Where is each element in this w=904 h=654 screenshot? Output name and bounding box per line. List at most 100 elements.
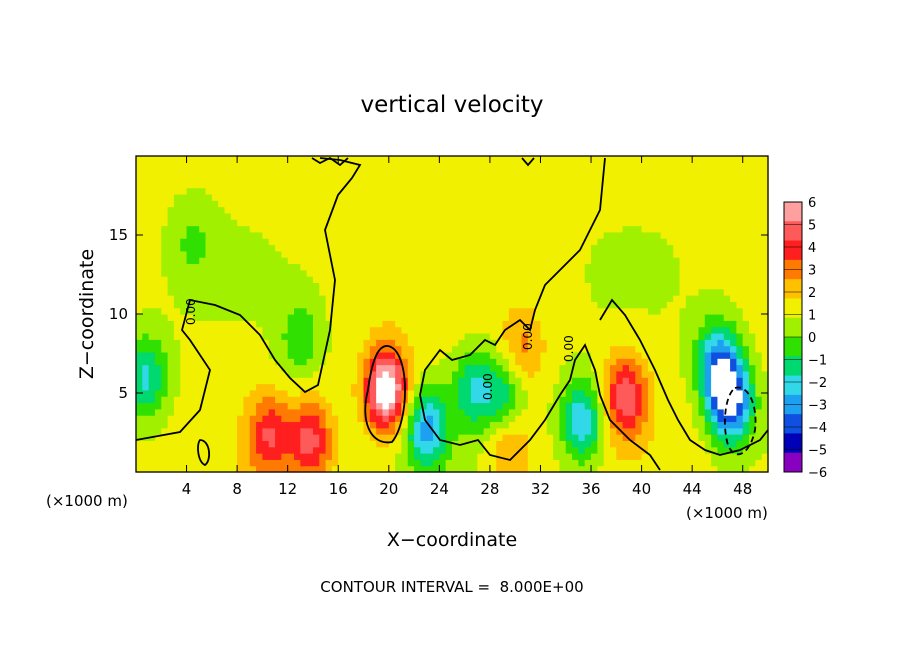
heat-cell <box>673 193 681 201</box>
heat-cell <box>363 225 371 233</box>
heat-cell <box>489 408 497 416</box>
heat-cell <box>540 301 548 309</box>
heat-cell <box>717 174 725 182</box>
heat-cell <box>628 421 636 429</box>
heat-cell <box>572 295 579 302</box>
heat-cell <box>287 345 295 353</box>
heat-cell <box>306 257 314 265</box>
heat-cell <box>616 370 624 378</box>
heat-cell <box>382 446 390 454</box>
heat-cell <box>464 421 472 429</box>
heat-cell <box>369 421 377 429</box>
heat-cell <box>357 231 365 239</box>
heat-cell <box>559 421 567 429</box>
heat-cell <box>679 206 687 214</box>
heat-cell <box>401 421 409 429</box>
heat-cell <box>673 206 681 214</box>
heat-cell <box>395 156 403 163</box>
heat-cell <box>414 320 421 328</box>
heat-cell <box>508 364 516 372</box>
heat-cell <box>483 181 491 189</box>
heat-cell <box>692 396 700 404</box>
heat-cell <box>628 301 636 309</box>
heat-cell <box>154 396 162 404</box>
heat-cell <box>306 231 314 239</box>
heat-cell <box>344 181 352 189</box>
heat-cell <box>470 212 478 220</box>
heat-cell <box>414 396 421 404</box>
heat-cell <box>180 427 188 435</box>
heat-cell <box>698 370 706 378</box>
heat-cell <box>300 358 308 366</box>
heat-cell <box>205 276 213 283</box>
heat-cell <box>167 377 175 385</box>
heat-cell <box>414 263 421 271</box>
heat-cell <box>704 332 712 340</box>
heat-cell <box>180 282 188 290</box>
heat-cell <box>603 465 611 473</box>
heat-cell <box>679 174 687 182</box>
heat-cell <box>622 332 630 340</box>
heat-cell <box>711 408 719 416</box>
heat-cell <box>439 225 447 233</box>
heat-cell <box>717 295 725 302</box>
heat-cell <box>312 465 320 473</box>
heat-cell <box>647 276 655 283</box>
heat-cell <box>376 440 384 448</box>
heat-cell <box>199 383 207 391</box>
heat-cell <box>452 288 459 296</box>
heat-cell <box>136 301 143 309</box>
heat-cell <box>559 320 567 328</box>
heat-cell <box>749 339 756 347</box>
heat-cell <box>483 459 491 467</box>
heat-cell <box>401 244 409 252</box>
heat-cell <box>546 187 554 195</box>
heat-cell <box>350 446 358 454</box>
heat-cell <box>395 453 403 460</box>
heat-cell <box>723 162 731 170</box>
heat-cell <box>610 434 617 441</box>
heat-cell <box>559 269 567 277</box>
heat-cell <box>755 168 763 176</box>
heat-cell <box>281 257 289 265</box>
heat-cell <box>477 320 485 328</box>
heat-cell <box>761 212 769 220</box>
heat-cell <box>534 314 542 321</box>
heat-cell <box>420 389 428 397</box>
heat-cell <box>679 263 687 271</box>
heat-cell <box>199 465 207 473</box>
heat-cell <box>470 396 478 404</box>
heat-cell <box>717 212 725 220</box>
heat-cell <box>534 446 542 454</box>
heat-cell <box>243 358 251 366</box>
heat-cell <box>540 421 548 429</box>
heat-cell <box>154 383 162 391</box>
heat-cell <box>502 459 510 467</box>
heat-cell <box>692 206 700 214</box>
heat-cell <box>350 326 358 334</box>
heat-cell <box>420 156 428 163</box>
heat-cell <box>281 326 289 334</box>
heat-cell <box>742 276 750 283</box>
heat-cell <box>294 446 301 454</box>
heat-cell <box>414 364 421 372</box>
heat-cell <box>275 332 282 340</box>
heat-cell <box>331 326 339 334</box>
heat-cell <box>420 257 428 265</box>
heat-cell <box>407 415 415 423</box>
heat-cell <box>167 415 175 423</box>
heat-cell <box>622 174 630 182</box>
heat-cell <box>300 326 308 334</box>
heat-cell <box>635 206 643 214</box>
heat-cell <box>458 358 466 366</box>
heat-cell <box>312 383 320 391</box>
heat-cell <box>477 187 485 195</box>
heat-cell <box>755 396 763 404</box>
heat-cell <box>376 320 384 328</box>
heat-cell <box>281 162 289 170</box>
heat-cell <box>755 282 763 290</box>
heat-cell <box>578 162 586 170</box>
heat-cell <box>673 453 681 460</box>
heat-cell <box>553 276 561 283</box>
heat-cell <box>300 402 308 410</box>
